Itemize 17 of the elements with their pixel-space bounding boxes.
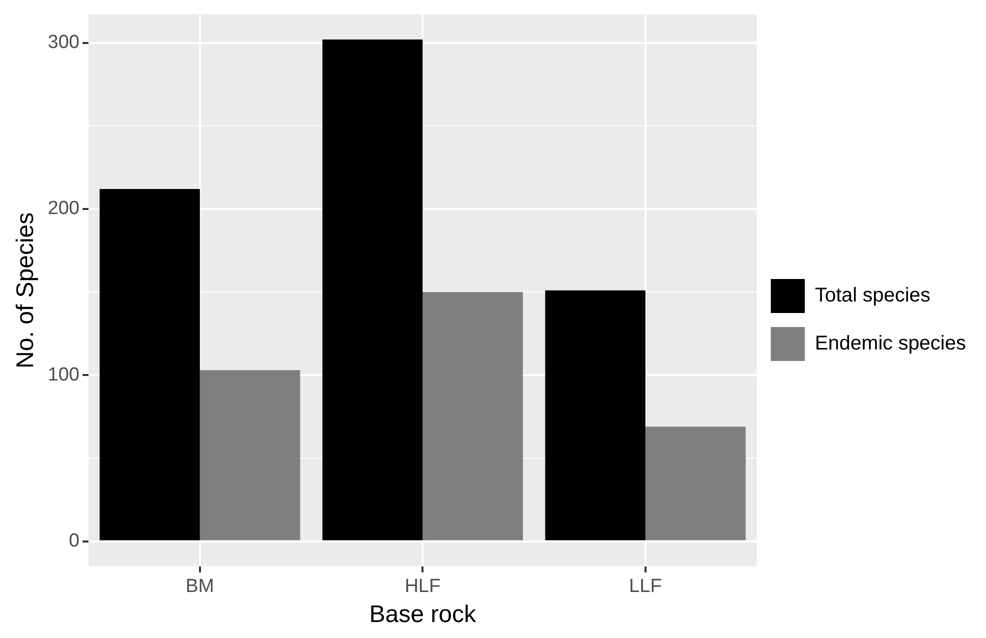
bar — [200, 370, 300, 540]
bar — [322, 39, 423, 540]
x-tick-label: BM — [186, 576, 214, 598]
legend-label: Total species — [814, 284, 930, 307]
bar — [645, 426, 746, 540]
legend-label: Endemic species — [814, 332, 966, 355]
y-tick-label: 300 — [48, 32, 80, 54]
y-axis-title: No. of Species — [12, 212, 40, 368]
x-tick-label: HLF — [404, 576, 441, 598]
y-tick-label: 200 — [48, 198, 80, 220]
bar — [545, 290, 646, 540]
x-axis-title: Base rock — [369, 601, 478, 628]
bar — [100, 189, 200, 540]
x-tick-label: LLF — [629, 576, 662, 598]
y-tick-label: 100 — [48, 364, 80, 386]
y-tick-label: 0 — [68, 530, 80, 552]
bar — [422, 292, 523, 540]
